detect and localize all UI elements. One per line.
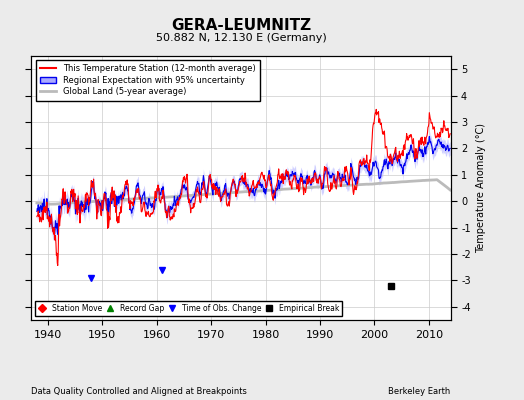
Text: Berkeley Earth: Berkeley Earth (388, 387, 451, 396)
Text: GERA-LEUMNITZ: GERA-LEUMNITZ (171, 18, 311, 34)
Text: 50.882 N, 12.130 E (Germany): 50.882 N, 12.130 E (Germany) (156, 33, 326, 43)
Legend: Station Move, Record Gap, Time of Obs. Change, Empirical Break: Station Move, Record Gap, Time of Obs. C… (35, 301, 342, 316)
Text: Data Quality Controlled and Aligned at Breakpoints: Data Quality Controlled and Aligned at B… (31, 387, 247, 396)
Y-axis label: Temperature Anomaly (°C): Temperature Anomaly (°C) (476, 123, 486, 253)
